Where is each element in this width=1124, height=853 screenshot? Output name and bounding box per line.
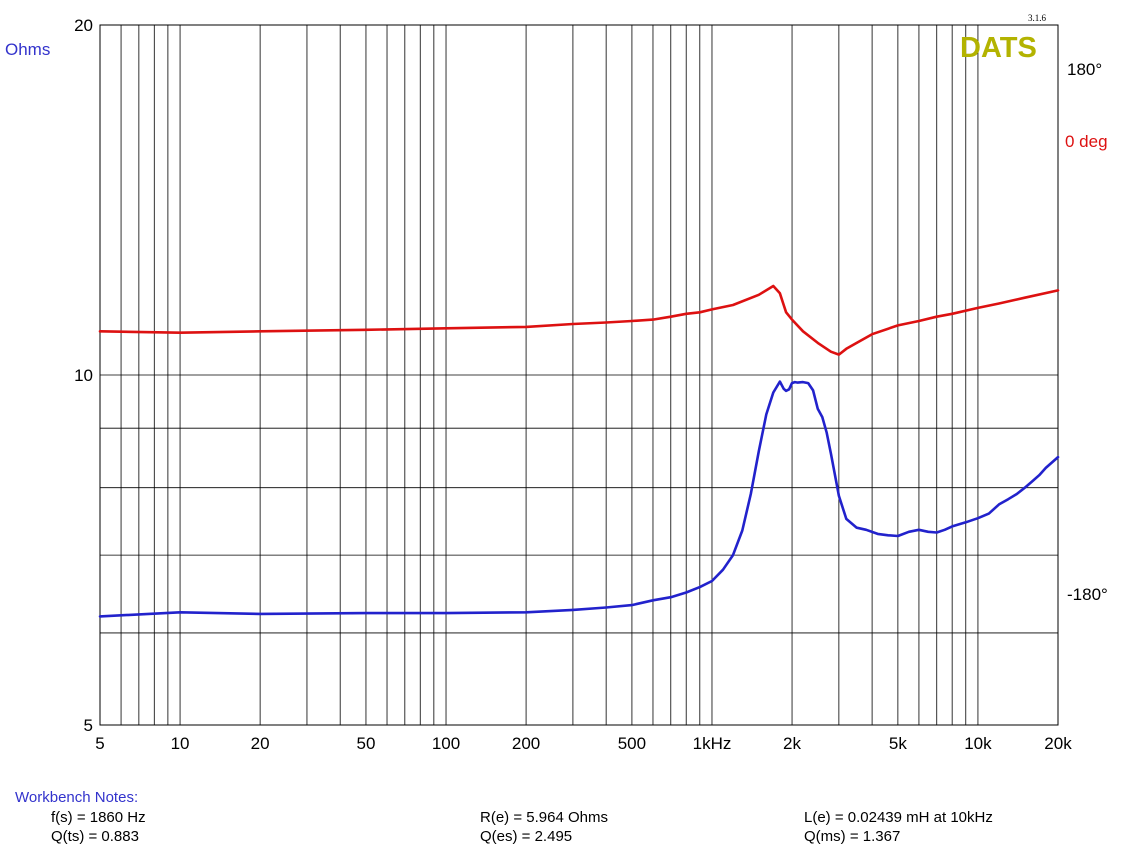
note-fs: f(s) = 1860 Hz [51,809,146,826]
grid [99,24,1059,726]
note-qts: Q(ts) = 0.883 [51,828,139,845]
note-qms: Q(ms) = 1.367 [804,828,901,845]
version-label: 3.1.6 [1028,13,1047,23]
phase-curve [98,284,1060,356]
x-tick-label-0: 5 [95,734,104,753]
x-tick-label-11: 20k [1044,734,1072,753]
plot-frame [99,24,1059,726]
brand-logo: DATS [960,32,1037,64]
note-qes: Q(es) = 2.495 [480,828,573,845]
left-tick-label-1: 10 [74,366,93,385]
series-layer [98,284,1060,618]
x-tick-label-3: 50 [356,734,375,753]
right-tick-label-1: -180° [1067,585,1108,604]
left-tick-label-2: 20 [74,16,93,35]
left-tick-label-0: 5 [84,716,93,735]
x-tick-label-9: 5k [889,734,907,753]
x-tick-label-7: 1kHz [693,734,732,753]
x-tick-label-6: 500 [618,734,646,753]
impedance-curve [98,380,1060,618]
right-tick-label-0: 180° [1067,60,1102,79]
x-tick-label-1: 10 [171,734,190,753]
x-tick-label-8: 2k [783,734,801,753]
note-le: L(e) = 0.02439 mH at 10kHz [804,809,993,826]
y-tick-labels: 5 10 20 180° -180° [74,16,1108,735]
x-tick-label-2: 20 [251,734,270,753]
left-axis-label: Ohms [5,40,50,59]
x-tick-label-4: 100 [432,734,460,753]
right-axis-label: 0 deg [1065,132,1108,151]
x-tick-labels: 5 10 20 50 100 200 500 1kHz 2k 5k 10k 20k [95,734,1072,753]
notes-title: Workbench Notes: [15,789,139,806]
note-re: R(e) = 5.964 Ohms [480,809,608,826]
x-tick-label-5: 200 [512,734,540,753]
x-tick-label-10: 10k [964,734,992,753]
